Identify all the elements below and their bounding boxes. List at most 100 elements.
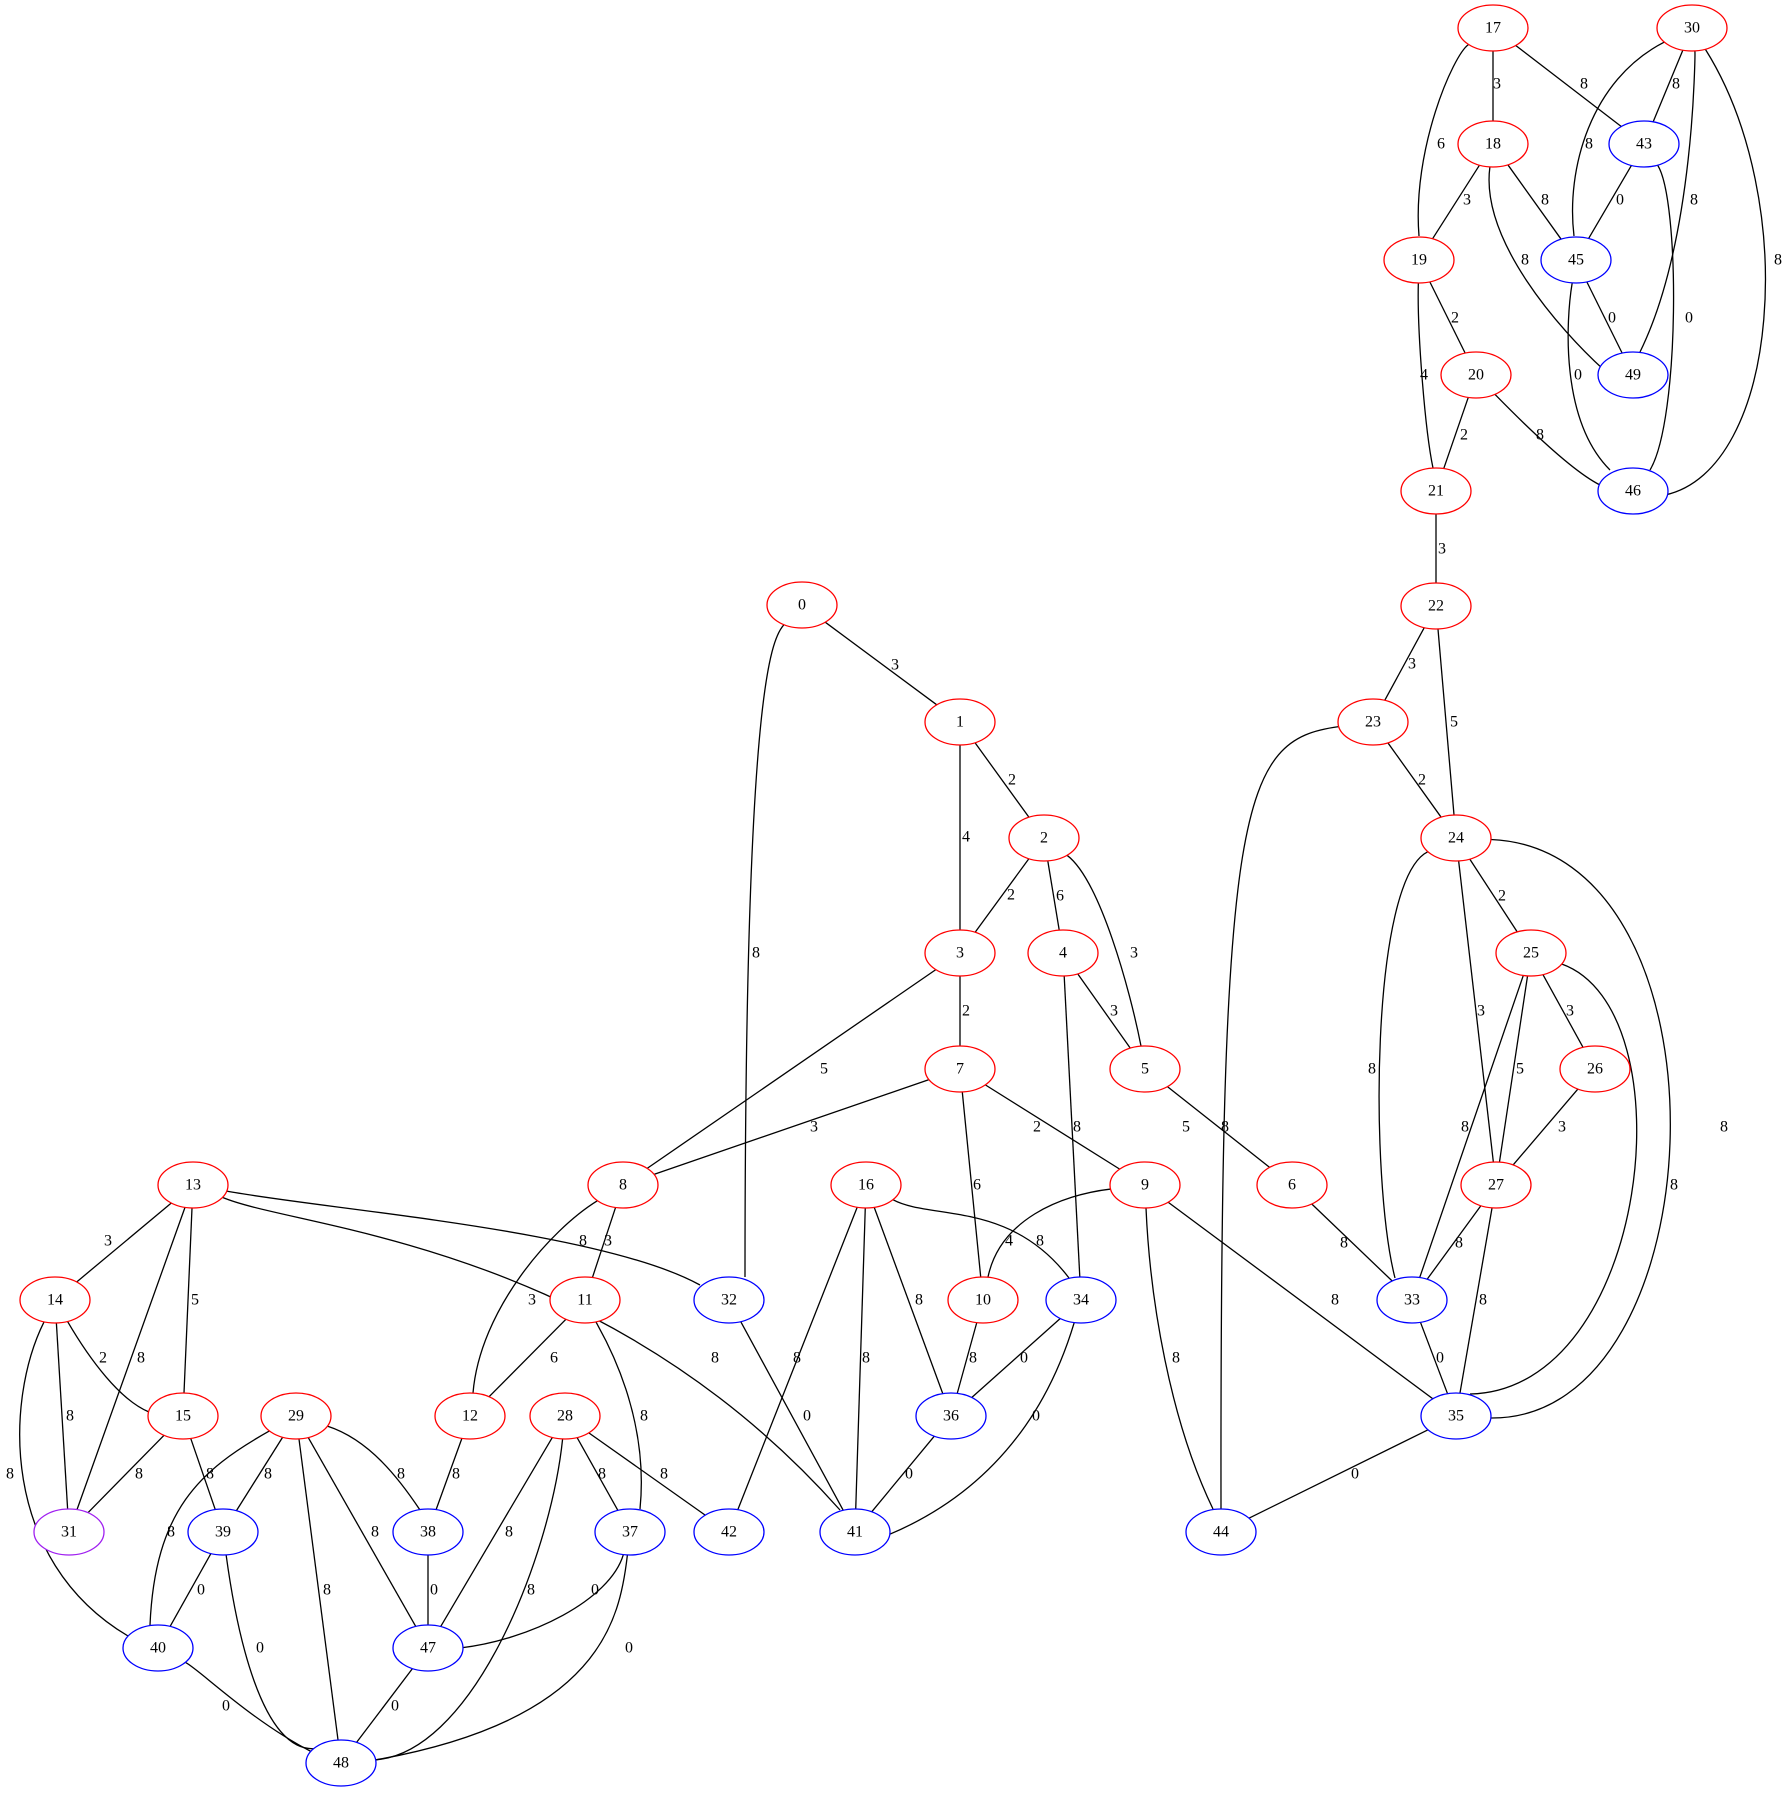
node-23: 23 — [1337, 698, 1409, 746]
node-ellipse-1 — [924, 698, 996, 746]
edge-label-1-3: 4 — [962, 829, 970, 846]
node-label-1: 1 — [956, 714, 964, 731]
edge-2-4 — [1047, 860, 1060, 931]
edge-10-36 — [956, 1322, 978, 1394]
edge-12-38 — [435, 1438, 463, 1510]
edge-label-47-48: 0 — [391, 1698, 399, 1715]
edge-label-0-1: 3 — [891, 657, 899, 674]
edge-14-31 — [55, 1322, 69, 1510]
node-label-36: 36 — [943, 1408, 959, 1425]
edge-13-41 — [222, 1196, 841, 1511]
node-ellipse-43 — [1608, 120, 1680, 168]
node-47: 47 — [392, 1624, 464, 1672]
edge-label-12-38: 8 — [452, 1466, 460, 1483]
edge-16-34 — [892, 1199, 1070, 1279]
node-ellipse-41 — [819, 1508, 891, 1556]
node-ellipse-17 — [1457, 4, 1529, 52]
node-10: 10 — [947, 1276, 1019, 1324]
edge-label-13-41: 8 — [711, 1350, 719, 1367]
edge-label-8-11: 3 — [604, 1233, 612, 1250]
node-11: 11 — [549, 1276, 621, 1324]
edge-43-46 — [1649, 164, 1675, 471]
node-13: 13 — [157, 1161, 229, 1209]
edge-8-12 — [472, 1200, 598, 1394]
edge-label-16-36: 8 — [915, 1292, 923, 1309]
edge-13-14 — [76, 1202, 172, 1283]
edge-7-10 — [961, 1091, 982, 1278]
edge-label-32-41: 0 — [803, 1408, 811, 1425]
node-label-2: 2 — [1040, 830, 1048, 847]
node-ellipse-2 — [1008, 814, 1080, 862]
node-label-39: 39 — [215, 1524, 231, 1541]
node-ellipse-48 — [305, 1739, 377, 1787]
edge-label-24-27: 3 — [1477, 1003, 1485, 1020]
edge-label-18-19: 3 — [1463, 192, 1471, 209]
edge-label-25-35: 8 — [1670, 1177, 1678, 1194]
edge-label-11-12: 6 — [550, 1350, 558, 1367]
edge-label-29-38: 8 — [397, 1466, 405, 1483]
node-label-47: 47 — [420, 1640, 436, 1657]
edge-label-18-49: 8 — [1521, 252, 1529, 269]
edge-label-13-31: 8 — [137, 1350, 145, 1367]
edge-label-26-27: 3 — [1558, 1119, 1566, 1136]
edge-5-6 — [1166, 1086, 1271, 1168]
node-7: 7 — [924, 1045, 996, 1093]
edge-25-27 — [1498, 975, 1529, 1163]
edge-34-41 — [887, 1322, 1075, 1536]
edge-37-47 — [459, 1554, 624, 1649]
node-ellipse-12 — [434, 1392, 506, 1440]
edge-label-43-45: 0 — [1616, 192, 1624, 209]
node-label-33: 33 — [1404, 1292, 1420, 1309]
edge-3-8 — [646, 969, 937, 1169]
edge-label-33-35: 0 — [1436, 1350, 1444, 1367]
node-ellipse-24 — [1420, 814, 1492, 862]
node-label-29: 29 — [288, 1408, 304, 1425]
edge-24-27 — [1457, 860, 1495, 1163]
edge-33-35 — [1419, 1322, 1449, 1394]
node-label-30: 30 — [1684, 20, 1700, 37]
edge-9-10 — [987, 1188, 1111, 1278]
node-ellipse-23 — [1337, 698, 1409, 746]
edge-26-27 — [1512, 1088, 1579, 1166]
edge-2-5 — [1066, 854, 1142, 1047]
edge-label-25-26: 3 — [1566, 1003, 1574, 1020]
node-46: 46 — [1597, 467, 1669, 515]
edge-label-39-48: 0 — [256, 1640, 264, 1657]
edge-47-48 — [356, 1668, 413, 1743]
node-label-38: 38 — [420, 1524, 436, 1541]
edge-7-8 — [653, 1079, 930, 1175]
edge-label-35-44: 0 — [1351, 1466, 1359, 1483]
node-4: 4 — [1027, 929, 1099, 977]
node-label-26: 26 — [1587, 1061, 1603, 1078]
edge-label-13-32: 8 — [579, 1233, 587, 1250]
node-label-7: 7 — [956, 1061, 964, 1078]
node-label-43: 43 — [1636, 136, 1652, 153]
edge-23-44 — [1220, 725, 1339, 1510]
edge-label-29-47: 8 — [371, 1524, 379, 1541]
edge-29-47 — [307, 1437, 417, 1627]
edge-13-31 — [76, 1207, 186, 1510]
node-ellipse-10 — [947, 1276, 1019, 1324]
node-40: 40 — [122, 1624, 194, 1672]
node-ellipse-30 — [1656, 4, 1728, 52]
edge-label-18-45: 8 — [1541, 192, 1549, 209]
node-43: 43 — [1608, 120, 1680, 168]
edge-label-23-24: 2 — [1418, 772, 1426, 789]
edge-43-45 — [1588, 165, 1632, 239]
edge-30-43 — [1652, 49, 1684, 123]
edge-16-36 — [873, 1207, 944, 1394]
node-label-46: 46 — [1625, 483, 1641, 500]
edge-29-40 — [149, 1430, 270, 1626]
edge-label-37-48: 0 — [625, 1640, 633, 1657]
node-label-34: 34 — [1073, 1292, 1089, 1309]
edge-15-31 — [87, 1434, 165, 1514]
edge-label-4-5: 3 — [1110, 1003, 1118, 1020]
node-19: 19 — [1383, 236, 1455, 284]
edge-label-7-10: 6 — [973, 1177, 981, 1194]
edge-28-47 — [440, 1437, 553, 1627]
edge-25-26 — [1542, 974, 1584, 1048]
edge-label-9-44: 8 — [1172, 1350, 1180, 1367]
node-ellipse-5 — [1109, 1045, 1181, 1093]
node-ellipse-25 — [1495, 929, 1567, 977]
edge-36-41 — [871, 1435, 935, 1513]
